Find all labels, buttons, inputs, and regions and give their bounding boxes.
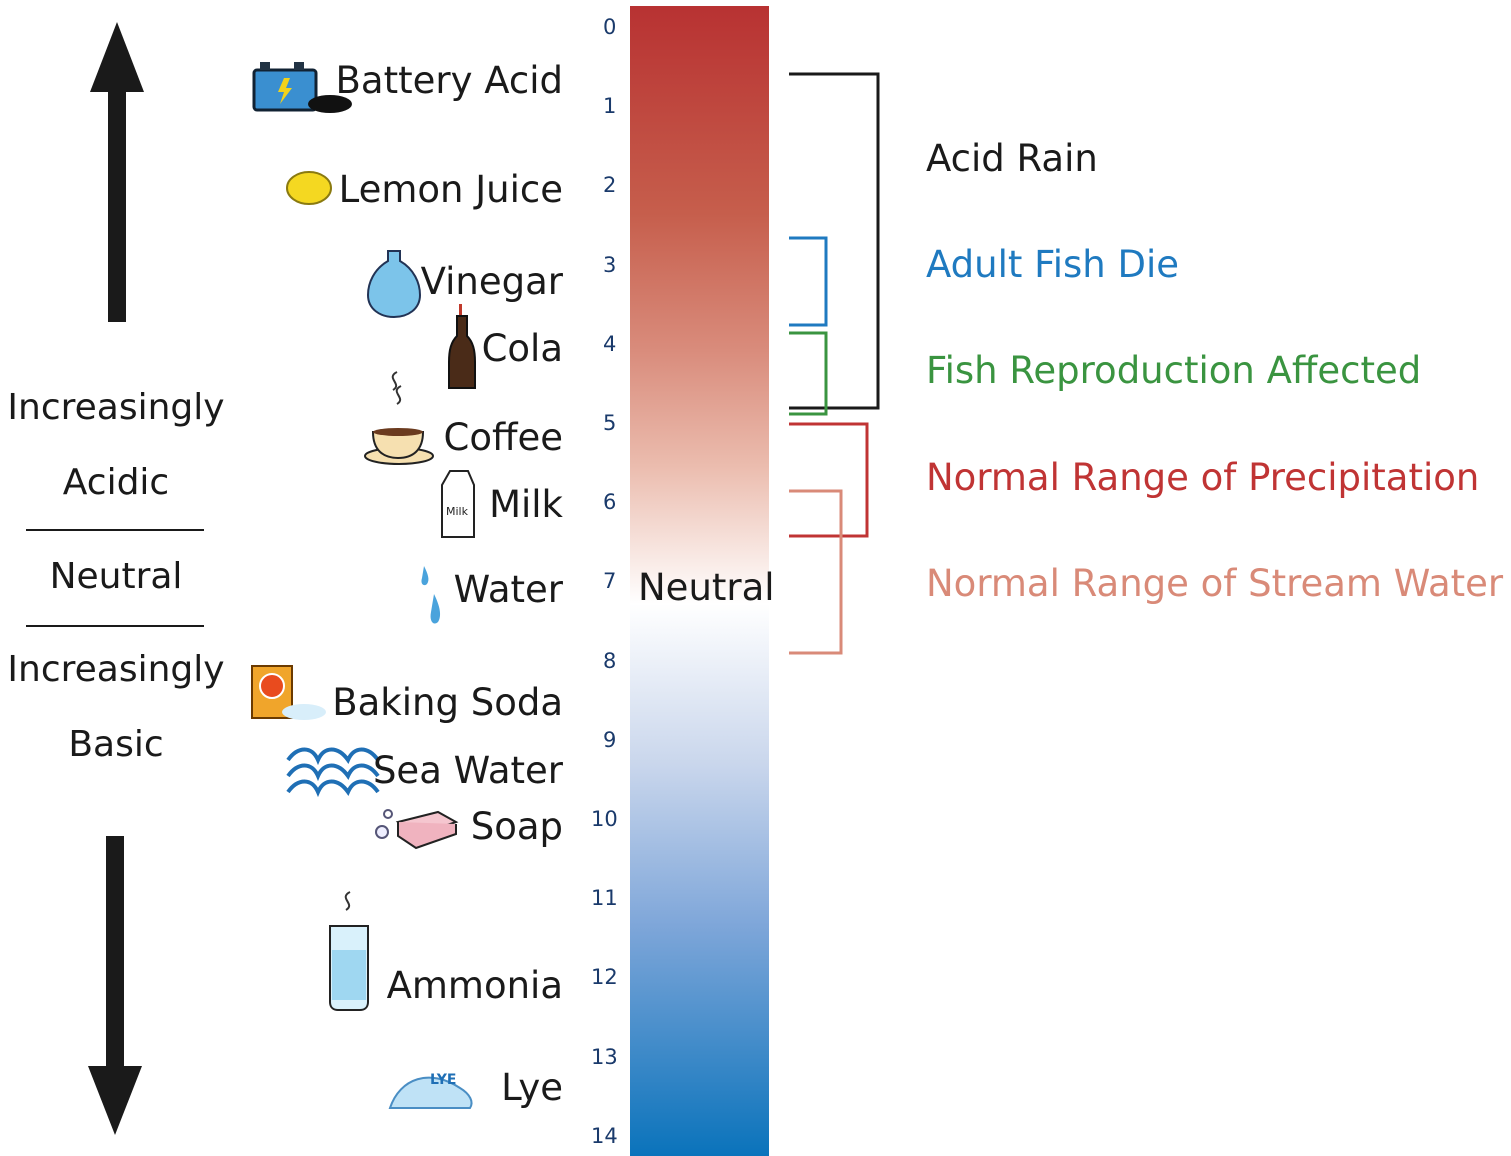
substance-label: Lye [501,1066,563,1109]
ph-tick-label: 1 [603,94,617,119]
acidic-arrow-icon [90,22,144,322]
svg-text:LYE: LYE [430,1072,456,1088]
ph-tick-label: 12 [591,965,618,990]
svg-text:Milk: Milk [446,505,469,518]
substance-label: Lemon Juice [338,168,563,211]
substance-label: Coffee [443,416,564,459]
water-drop-icon [421,566,441,624]
acidic-label-line2: Acidic [62,462,170,503]
lemon-icon [286,171,332,205]
substance-label: Soap [470,805,563,848]
range-label: Normal Range of Stream Water [926,562,1504,605]
range-bracket [789,72,880,410]
coffee-cup-icon [364,371,434,465]
ph-tick-label: 13 [591,1044,618,1069]
basic-label-line1: Increasingly [7,649,225,690]
ph-tick-label: 6 [603,490,617,515]
range-bracket [789,489,843,655]
vinegar-bottle-icon [366,250,422,319]
substance-label: Vinegar [420,260,563,303]
soap-bar-icon [375,809,459,850]
range-label: Adult Fish Die [926,243,1180,286]
lye-pile-icon: LYE [388,1072,473,1109]
substance-label: Water [453,568,563,611]
range-label: Normal Range of Precipitation [926,456,1480,499]
baking-soda-box-icon [251,665,326,720]
ammonia-beaker-icon [329,891,369,1011]
substance-label: Baking Soda [332,681,563,724]
substance-label: Milk [489,483,563,526]
ph-tick-label: 9 [603,727,617,752]
basic-arrow-icon [88,836,142,1135]
neutral-side-label: Neutral [49,556,183,597]
basic-label-line2: Basic [68,724,164,765]
substance-label: Ammonia [386,964,563,1007]
ph-tick-label: 2 [603,173,617,198]
ph-tick-label: 7 [603,569,617,594]
range-bracket [789,422,869,538]
cola-bottle-icon [448,304,476,389]
substance-label: Sea Water [372,749,563,792]
ph-tick-label: 8 [603,648,617,673]
substance-label: Battery Acid [335,59,563,102]
range-label: Acid Rain [926,137,1098,180]
ph-gradient-bar [630,6,769,1156]
ph-tick-label: 5 [603,411,617,435]
range-label: Fish Reproduction Affected [926,349,1422,392]
range-bracket [789,236,828,327]
wave-icon [286,747,380,798]
acidic-label-line1: Increasingly [7,387,225,428]
range-bracket [789,331,828,416]
substance-label: Cola [481,327,563,370]
ph-tick-label: 0 [603,15,617,39]
ph-tick-label: 11 [591,886,618,911]
battery-icon [252,62,352,113]
milk-carton-icon: Milk [441,470,475,538]
ph-tick-label: 3 [603,252,617,277]
ph-tick-label: 14 [591,1123,618,1148]
ph-tick-label: 10 [591,807,618,831]
neutral-bar-label: Neutral [638,566,775,609]
ph-tick-label: 4 [603,331,617,356]
